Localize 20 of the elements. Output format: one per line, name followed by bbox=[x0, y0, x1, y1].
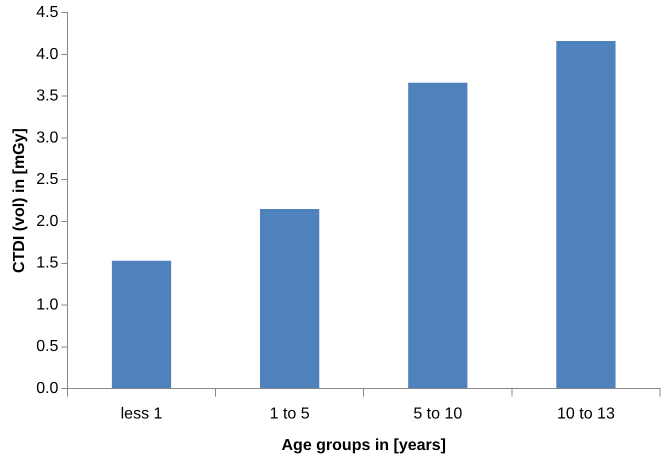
y-axis-title: CTDI (vol) in [mGy] bbox=[11, 128, 28, 274]
y-tick-label: 1.5 bbox=[36, 254, 59, 272]
x-tick-label: less 1 bbox=[120, 406, 163, 423]
y-tick-label: 2.5 bbox=[36, 171, 59, 188]
y-tick-label: 0.5 bbox=[36, 338, 59, 356]
bar bbox=[260, 208, 320, 388]
bar bbox=[408, 82, 468, 388]
y-tick-label: 3.5 bbox=[36, 88, 59, 105]
x-axis-title: Age groups in [years] bbox=[281, 436, 446, 454]
x-tick-label: 1 to 5 bbox=[270, 406, 310, 423]
y-tick-label: 2.0 bbox=[36, 212, 59, 230]
y-tick-label: 4.5 bbox=[36, 4, 59, 22]
y-tick-label: 1.0 bbox=[36, 296, 59, 314]
y-tick-label: 0.0 bbox=[36, 380, 59, 398]
bar bbox=[112, 260, 172, 388]
x-tick-label: 10 to 13 bbox=[557, 406, 615, 423]
y-tick-label: 3.0 bbox=[36, 129, 59, 146]
bar bbox=[556, 41, 616, 388]
x-tick-label: 5 to 10 bbox=[413, 406, 462, 423]
y-tick-label: 4.0 bbox=[36, 46, 59, 63]
